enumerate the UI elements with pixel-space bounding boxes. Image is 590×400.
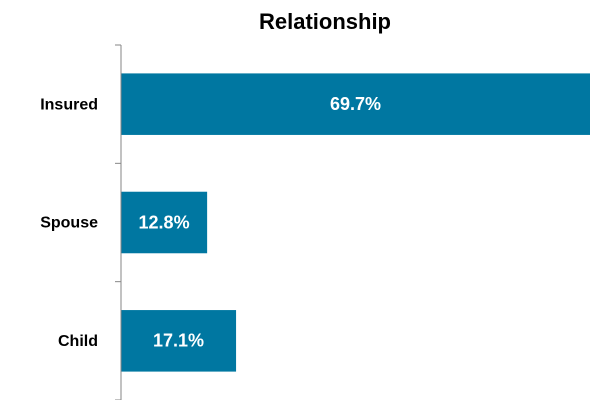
data-label: 17.1%	[153, 331, 204, 351]
data-label: 12.8%	[139, 212, 190, 232]
chart-title: Relationship	[259, 9, 391, 34]
y-tick-label: Insured	[40, 96, 98, 113]
y-tick-label: Spouse	[40, 215, 98, 232]
y-tick-label: Child	[58, 333, 98, 350]
data-label: 69.7%	[330, 94, 381, 114]
bar	[121, 73, 590, 135]
bar	[121, 310, 237, 372]
bar	[121, 191, 208, 254]
